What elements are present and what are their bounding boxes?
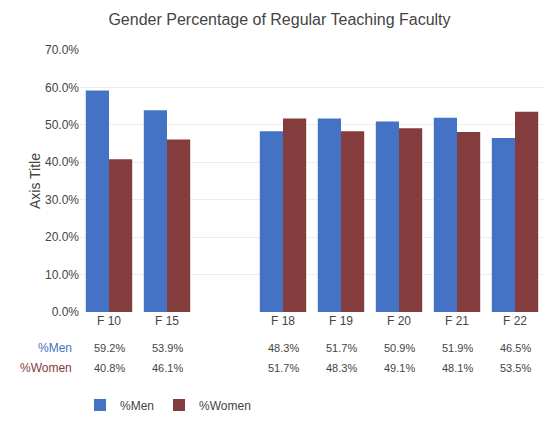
svg-text:40.0%: 40.0% [45,155,79,169]
svg-text:30.0%: 30.0% [45,193,79,207]
svg-text:48.3%: 48.3% [268,342,299,354]
svg-text:%Women: %Women [20,361,72,375]
svg-text:51.7%: 51.7% [268,362,299,374]
svg-text:46.1%: 46.1% [152,362,183,374]
svg-text:F 22: F 22 [503,314,527,328]
svg-text:10.0%: 10.0% [45,268,79,282]
svg-text:0.0%: 0.0% [52,305,80,319]
svg-text:Gender Percentage of Regular T: Gender Percentage of Regular Teaching Fa… [108,11,450,28]
svg-text:F 10: F 10 [97,314,121,328]
svg-text:Axis Title: Axis Title [27,153,43,209]
svg-text:59.2%: 59.2% [94,342,125,354]
svg-text:%Men: %Men [120,399,154,413]
svg-text:F 18: F 18 [271,314,295,328]
svg-text:50.0%: 50.0% [45,118,79,132]
svg-text:48.1%: 48.1% [442,362,473,374]
svg-text:50.9%: 50.9% [384,342,415,354]
svg-text:53.9%: 53.9% [152,342,183,354]
svg-text:F 21: F 21 [445,314,469,328]
svg-text:49.1%: 49.1% [384,362,415,374]
svg-text:53.5%: 53.5% [500,362,531,374]
svg-text:40.8%: 40.8% [94,362,125,374]
svg-text:48.3%: 48.3% [326,362,357,374]
svg-text:%Men: %Men [38,341,72,355]
svg-text:20.0%: 20.0% [45,230,79,244]
svg-text:F 20: F 20 [387,314,411,328]
svg-text:F 15: F 15 [155,314,179,328]
svg-text:%Women: %Women [199,399,251,413]
svg-text:51.9%: 51.9% [442,342,473,354]
svg-text:46.5%: 46.5% [500,342,531,354]
svg-text:51.7%: 51.7% [326,342,357,354]
svg-text:60.0%: 60.0% [45,81,79,95]
svg-text:70.0%: 70.0% [45,43,79,57]
svg-text:F 19: F 19 [329,314,353,328]
